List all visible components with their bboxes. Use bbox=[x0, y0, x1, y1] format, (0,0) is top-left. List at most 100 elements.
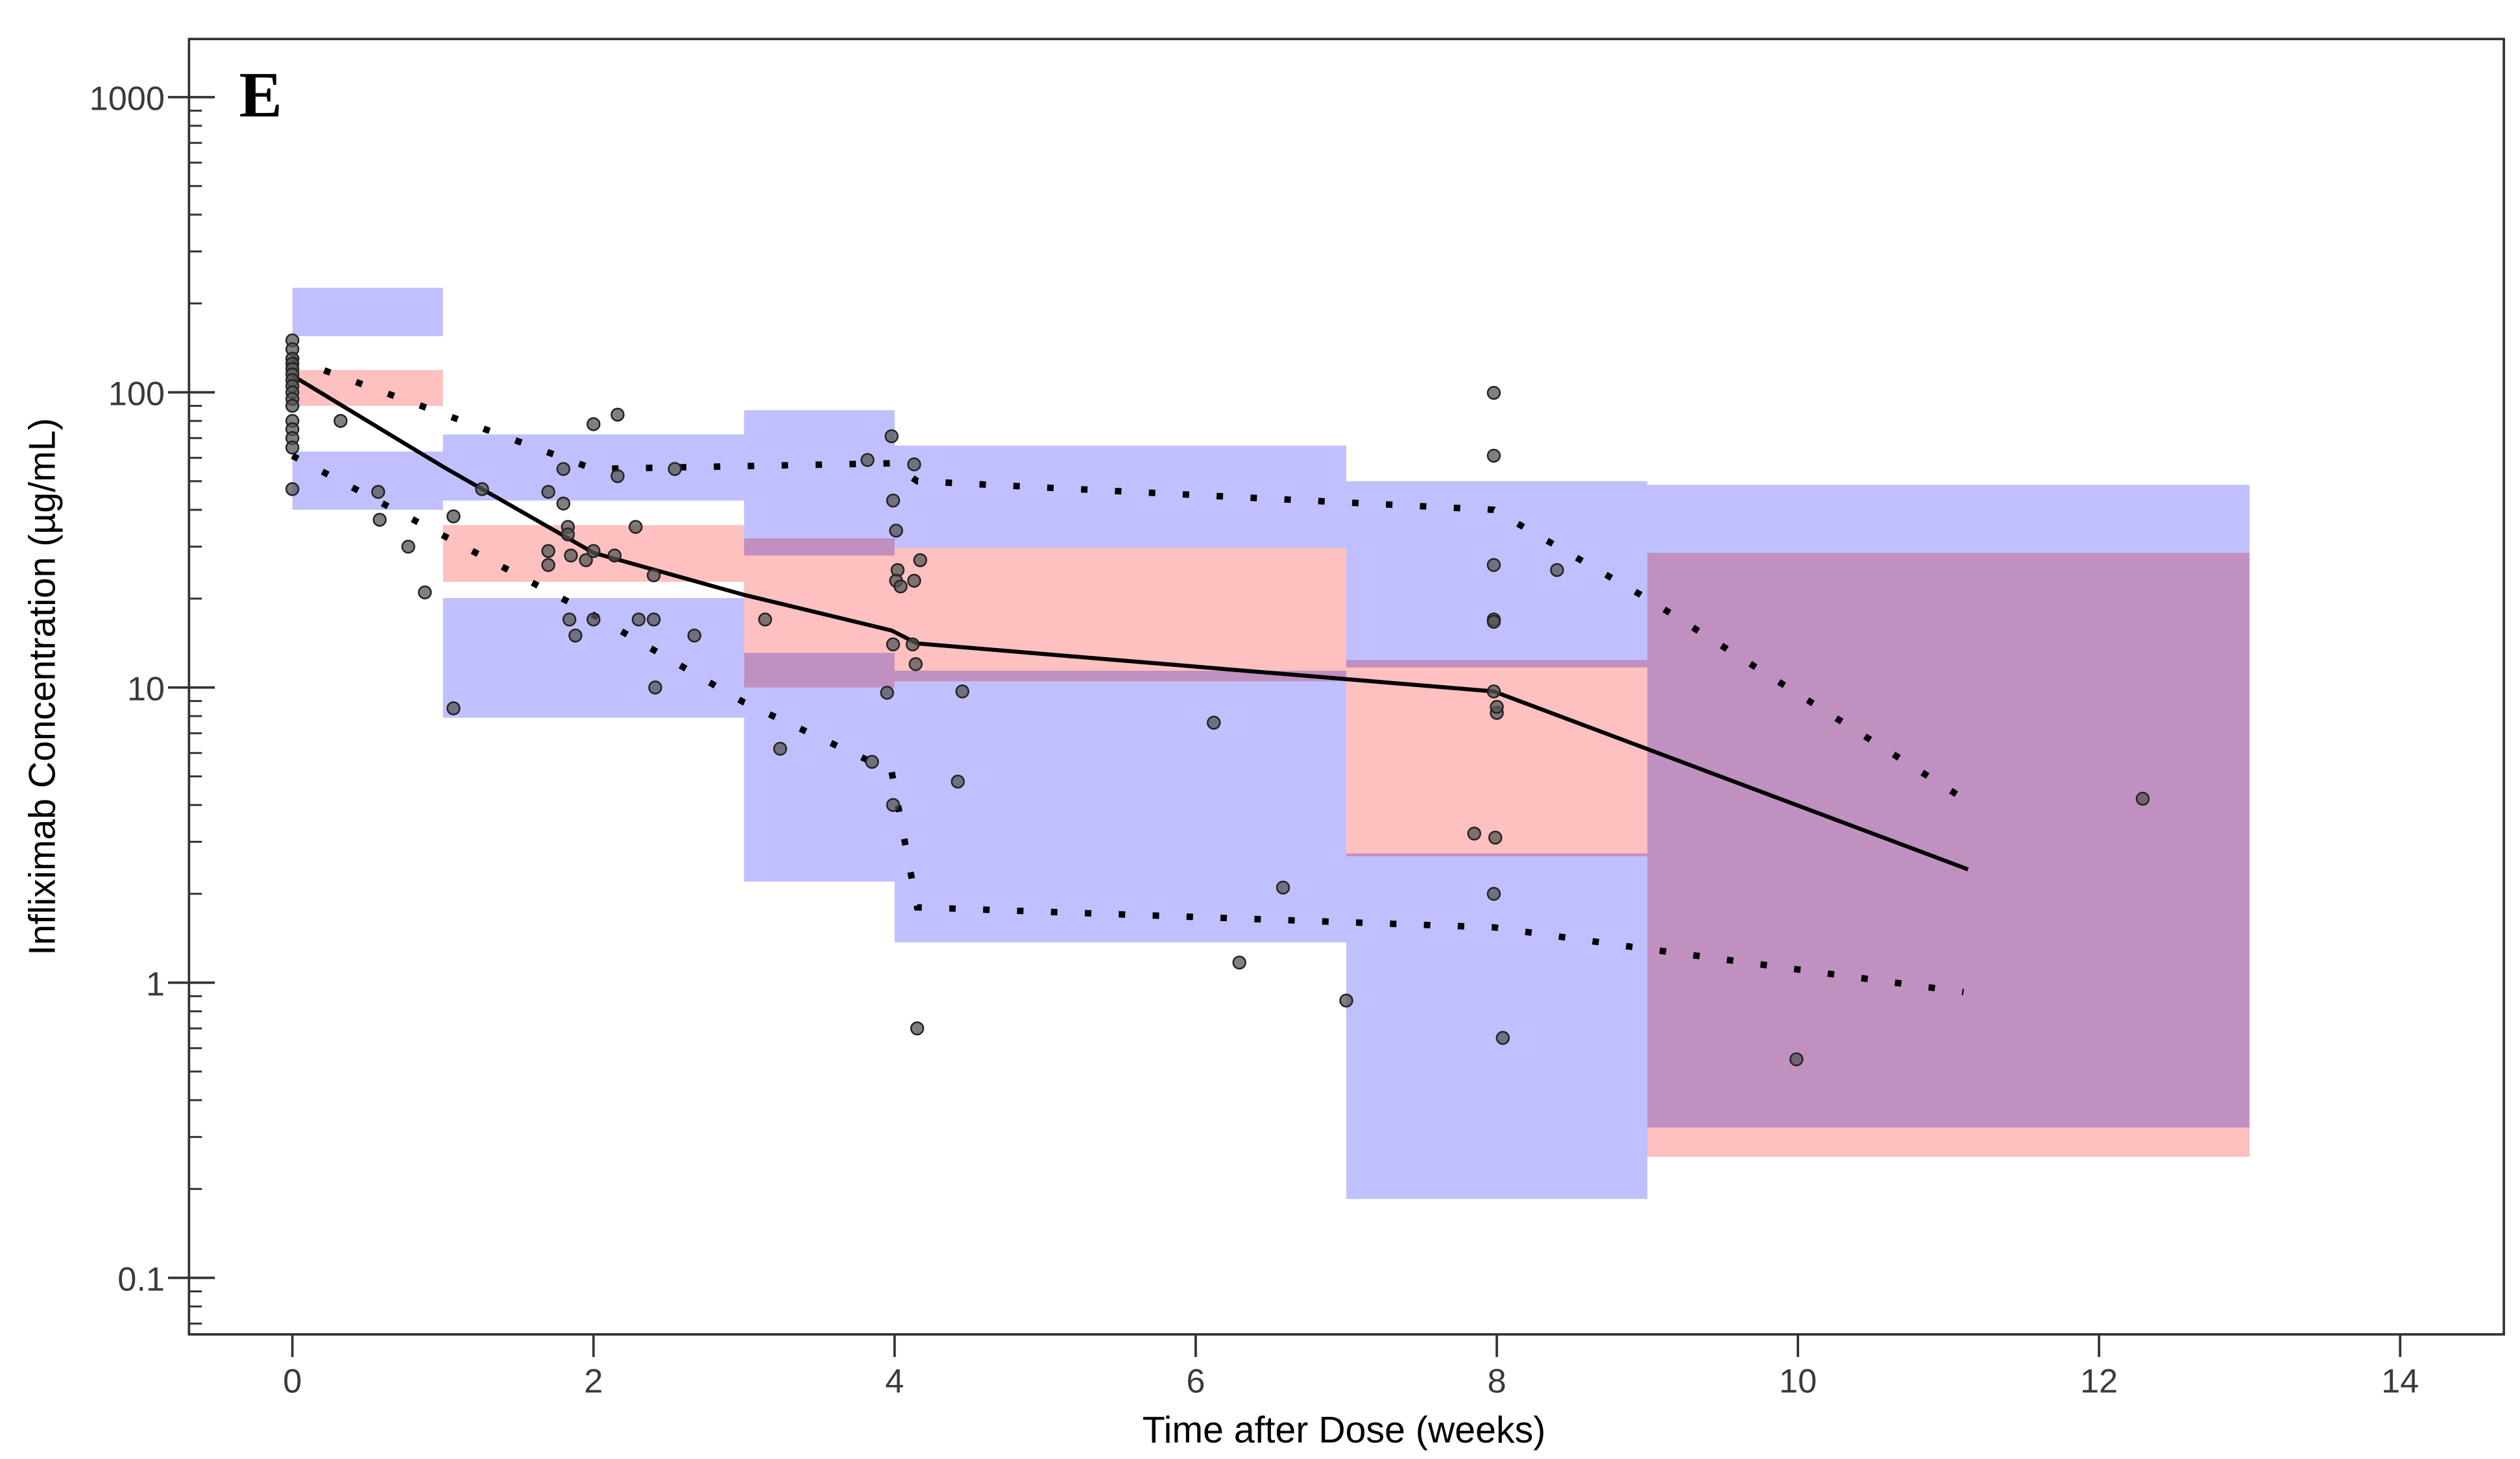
observed-point bbox=[372, 512, 387, 527]
observed-point bbox=[886, 637, 901, 651]
observed-point bbox=[910, 1021, 925, 1035]
upper-interval-band bbox=[894, 445, 1346, 548]
observed-point bbox=[646, 612, 661, 627]
axes-layer: 0 2 4 6 8 10 12 14 0.1 1 10 100 1000 bbox=[90, 80, 2419, 1401]
observed-point bbox=[561, 527, 575, 542]
observed-point bbox=[668, 462, 682, 476]
median-interval-band bbox=[292, 370, 443, 406]
observed-point bbox=[893, 579, 908, 594]
observed-point bbox=[401, 539, 416, 554]
observed-point bbox=[611, 469, 625, 483]
y-tick-label: 10 bbox=[127, 671, 165, 708]
upper-interval-band bbox=[442, 434, 744, 501]
observed-point bbox=[889, 524, 903, 538]
observed-point bbox=[333, 414, 348, 428]
observed-point bbox=[648, 681, 662, 695]
observed-point bbox=[860, 453, 875, 467]
observed-point bbox=[587, 417, 601, 431]
y-axis-title: Infliximab Concentration (µg/mL) bbox=[22, 418, 64, 955]
observed-point bbox=[687, 628, 701, 643]
observed-point bbox=[1467, 826, 1481, 841]
observed-point bbox=[886, 493, 901, 508]
observed-point bbox=[285, 482, 300, 496]
y-tick-label: 0.1 bbox=[117, 1261, 165, 1299]
observed-point bbox=[556, 462, 571, 476]
observed-point bbox=[884, 429, 899, 444]
upper-interval-band bbox=[744, 410, 895, 556]
observed-point bbox=[758, 612, 772, 627]
observed-point bbox=[1486, 385, 1501, 400]
observed-point bbox=[631, 612, 646, 627]
y-tick-label: 1000 bbox=[90, 80, 165, 118]
observed-point bbox=[541, 485, 555, 499]
observed-point bbox=[646, 568, 661, 583]
observed-point bbox=[541, 558, 555, 572]
observed-point bbox=[568, 628, 583, 643]
observed-point bbox=[1488, 830, 1503, 845]
observed-point bbox=[1486, 558, 1501, 572]
x-tick-label: 8 bbox=[1487, 1363, 1506, 1401]
observed-point bbox=[1486, 448, 1501, 463]
observed-point bbox=[886, 798, 901, 812]
observed-point bbox=[607, 548, 622, 563]
x-tick-label: 14 bbox=[2381, 1363, 2419, 1401]
observed-point bbox=[587, 544, 601, 559]
observed-point bbox=[446, 701, 461, 716]
observed-point bbox=[880, 686, 894, 700]
observed-point bbox=[628, 520, 643, 534]
observed-point bbox=[475, 482, 489, 496]
x-tick-label: 6 bbox=[1186, 1363, 1205, 1401]
observed-point bbox=[587, 612, 601, 627]
lower-interval-band bbox=[1346, 853, 1648, 1200]
observed-point bbox=[905, 637, 920, 651]
observed-point bbox=[1207, 716, 1221, 730]
observed-point bbox=[1486, 887, 1501, 901]
observed-point bbox=[579, 553, 593, 568]
observed-point bbox=[908, 657, 923, 671]
observed-point bbox=[611, 407, 625, 422]
lines-layer bbox=[291, 356, 1969, 996]
observed-5th-percentile-line bbox=[291, 453, 1965, 996]
x-tick-label: 2 bbox=[584, 1363, 603, 1401]
observed-point bbox=[1490, 699, 1504, 714]
observed-point bbox=[556, 496, 571, 511]
observed-point bbox=[1339, 993, 1353, 1007]
observed-95th-percentile-line bbox=[291, 356, 1965, 802]
observed-median-line bbox=[291, 374, 1969, 872]
observed-point bbox=[1486, 684, 1501, 699]
y-tick-label: 1 bbox=[146, 966, 165, 1004]
observed-point bbox=[446, 509, 461, 524]
upper-interval-band bbox=[1647, 485, 2250, 553]
points-layer bbox=[285, 333, 2150, 1067]
observed-point bbox=[418, 585, 432, 599]
lower-interval-band bbox=[894, 670, 1346, 943]
observed-point bbox=[541, 544, 555, 559]
observed-point bbox=[1276, 880, 1290, 895]
y-tick-label: 100 bbox=[108, 376, 165, 413]
observed-point bbox=[907, 573, 921, 588]
lower-interval-band bbox=[292, 452, 443, 510]
upper-interval-band bbox=[1346, 481, 1648, 668]
x-tick-label: 10 bbox=[1779, 1363, 1817, 1401]
observed-point bbox=[371, 485, 385, 499]
bands-layer bbox=[292, 287, 2250, 1200]
observed-point bbox=[1789, 1052, 1804, 1067]
observed-point bbox=[562, 612, 577, 627]
observed-point bbox=[285, 440, 300, 455]
observed-point bbox=[2135, 791, 2150, 806]
observed-point bbox=[773, 742, 788, 756]
observed-point bbox=[865, 754, 879, 769]
observed-point bbox=[955, 684, 969, 699]
x-axis-title: Time after Dose (weeks) bbox=[1143, 1410, 1545, 1451]
observed-point bbox=[1486, 614, 1501, 629]
observed-point bbox=[1496, 1031, 1510, 1045]
median-interval-band bbox=[1647, 553, 2250, 1157]
x-tick-label: 4 bbox=[885, 1363, 904, 1401]
observed-point bbox=[1550, 562, 1564, 577]
x-tick-label: 0 bbox=[283, 1363, 302, 1401]
upper-interval-band bbox=[292, 287, 443, 337]
panel-label: E bbox=[239, 59, 282, 131]
x-tick-label: 12 bbox=[2080, 1363, 2118, 1401]
observed-point bbox=[907, 457, 921, 472]
